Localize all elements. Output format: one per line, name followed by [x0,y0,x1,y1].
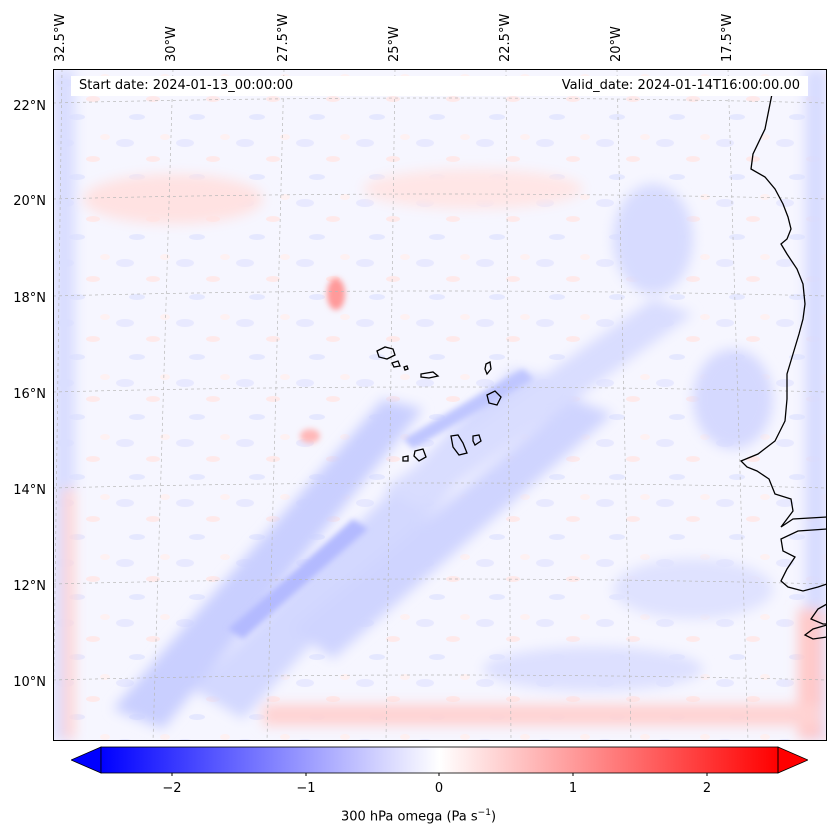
valid-date-label: Valid_date: 2024-01-14T16:00:00.00 [561,78,800,93]
lon-label: 32.5°W [53,13,68,62]
colorbar-tick-label: −1 [296,781,316,796]
graticule [53,69,827,741]
colorbar [71,746,808,776]
lon-label: 27.5°W [276,13,291,62]
cape-verde-islands [376,346,502,462]
colorbar-gradient [101,747,778,773]
lon-label: 25°W [387,26,402,62]
lat-label: 22°N [13,99,46,114]
lon-label: 17.5°W [720,13,735,62]
lon-label: 22.5°W [498,13,513,62]
lon-label: 30°W [164,26,179,62]
colorbar-tick-label: 2 [702,781,712,796]
lat-label: 12°N [13,579,46,594]
date-annotation-bar: Start date: 2024-01-13_00:00:00 Valid_da… [71,76,808,96]
map-panel [53,69,827,741]
map-frame [53,69,827,741]
colorbar-label-end: ) [490,809,497,825]
colorbar-max-arrow [777,746,808,774]
colorbar-label-main: 300 hPa omega (Pa s [340,809,478,825]
colorbar-label: 300 hPa omega (Pa s−1) [0,808,837,824]
lat-label: 18°N [13,291,46,306]
lat-label: 20°N [13,194,46,209]
omega-field-features [228,278,533,639]
colorbar-ticks [171,773,708,776]
lon-label: 20°W [609,26,624,62]
lat-label: 16°N [13,387,46,402]
colorbar-label-exponent: −1 [477,808,491,818]
colorbar-tick-label: 0 [434,781,444,796]
colorbar-tick-label: 1 [568,781,578,796]
coastline [739,88,827,640]
lat-label: 14°N [13,483,46,498]
colorbar-tick-label: −2 [162,781,182,796]
start-date-label: Start date: 2024-01-13_00:00:00 [79,78,294,93]
lat-label: 10°N [13,675,46,690]
omega-field-swaths [53,69,827,741]
colorbar-min-arrow [71,746,102,774]
